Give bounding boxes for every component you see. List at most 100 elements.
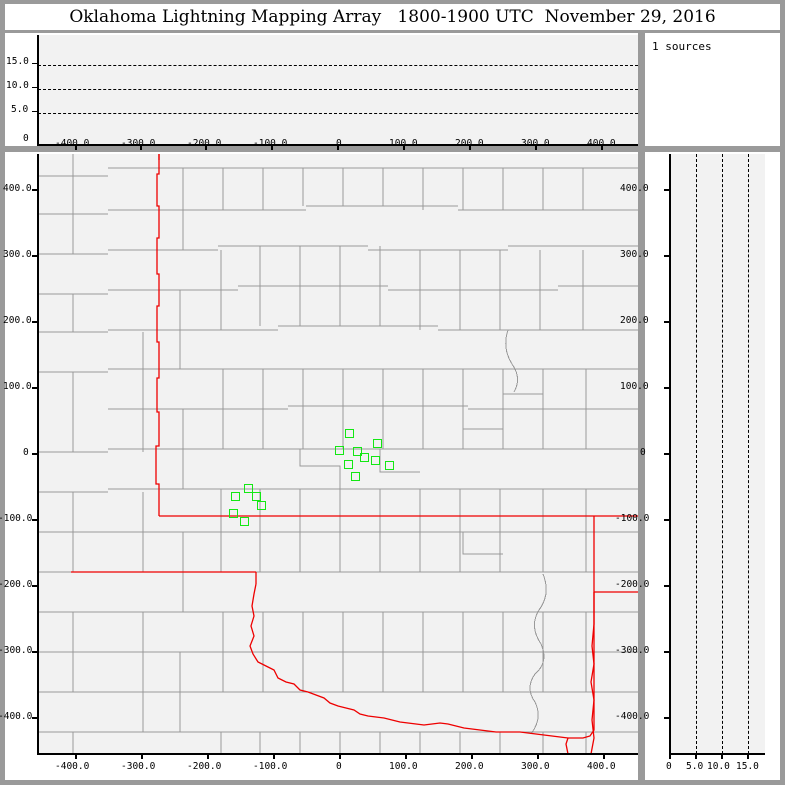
top-xlabel-100: 100.0 (389, 138, 418, 149)
map-ylabel-400: 400.0 (3, 183, 32, 194)
map-xlabel--300: -300.0 (121, 761, 156, 772)
map-xlabel-0: 0 (336, 761, 342, 772)
right-ytick-300 (664, 255, 670, 257)
source-marker[interactable] (240, 517, 249, 526)
source-marker[interactable] (351, 472, 360, 481)
top-xtick-0 (337, 144, 339, 150)
map-x-axis (37, 753, 638, 755)
source-marker[interactable] (385, 461, 394, 470)
map-ytick-400 (32, 189, 38, 191)
map-ylabel--200: -200.0 (0, 579, 33, 590)
map-panel: 400.0 300.0 200.0 100.0 0 -100.0 -200.0 … (0, 152, 638, 780)
top-xlabel-300: 300.0 (521, 138, 550, 149)
top-ylabel-0: 0 (23, 133, 29, 144)
right-ytick--400 (664, 717, 670, 719)
right-ylabel-0: 0 (640, 447, 646, 458)
map-ylabel--100: -100.0 (0, 513, 33, 524)
map-xlabel-100: 100.0 (389, 761, 418, 772)
map-ytick-0 (32, 453, 38, 455)
right-panel-x-axis (669, 753, 765, 755)
map-xtick--200 (207, 753, 209, 759)
source-marker[interactable] (344, 460, 353, 469)
source-marker[interactable] (360, 453, 369, 462)
top-xtick-200 (469, 144, 471, 150)
map-ytick-200 (32, 321, 38, 323)
top-panel-y-axis (37, 35, 39, 145)
top-ytick-15 (32, 110, 38, 112)
right-ytick--300 (664, 651, 670, 653)
map-ylabel--300: -300.0 (0, 645, 33, 656)
right-ylabel--400: -400.0 (615, 711, 650, 722)
map-xlabel--400: -400.0 (55, 761, 90, 772)
map-xlabel-300: 300.0 (521, 761, 550, 772)
top-xlabel-200: 200.0 (455, 138, 484, 149)
map-ytick--200 (32, 585, 38, 587)
right-xtick-10 (721, 753, 723, 759)
top-xlabel--300: -300.0 (121, 138, 156, 149)
right-altitude-panel: 400.0 300.0 200.0 100.0 0 -100.0 -200.0 … (615, 152, 780, 780)
right-ytick-200 (664, 321, 670, 323)
source-marker[interactable] (353, 447, 362, 456)
map-xtick-200 (471, 753, 473, 759)
map-xtick-300 (537, 753, 539, 759)
right-ylabel-100: 100.0 (620, 381, 649, 392)
top-xlabel--200: -200.0 (187, 138, 222, 149)
top-xtick--100 (271, 144, 273, 150)
map-xtick--100 (273, 753, 275, 759)
source-marker[interactable] (231, 492, 240, 501)
sources-count-label: 1 sources (652, 40, 712, 53)
right-xlabel-0: 0 (666, 761, 672, 772)
source-marker[interactable] (252, 492, 261, 501)
right-altitude-plot-area[interactable] (670, 154, 765, 754)
source-marker[interactable] (257, 501, 266, 510)
source-marker[interactable] (244, 484, 253, 493)
map-ylabel-100: 100.0 (3, 381, 32, 392)
source-marker[interactable] (371, 456, 380, 465)
sources-legend-panel: 1 sources (645, 33, 780, 146)
map-ylabel--400: -400.0 (0, 711, 33, 722)
page-title: Oklahoma Lightning Mapping Array 1800-19… (69, 7, 716, 27)
right-ytick-400 (664, 189, 670, 191)
source-marker[interactable] (335, 446, 344, 455)
top-ytick-5 (32, 62, 38, 64)
top-xtick-300 (535, 144, 537, 150)
right-xlabel-10: 10.0 (707, 761, 730, 772)
gridline-5 (38, 113, 638, 114)
map-xtick-400 (603, 753, 605, 759)
top-altitude-panel: 15.0 10.0 5.0 0 (5, 33, 638, 150)
map-xlabel--100: -100.0 (253, 761, 288, 772)
source-marker[interactable] (373, 439, 382, 448)
map-plot-area[interactable] (38, 154, 638, 754)
map-xtick--400 (75, 753, 77, 759)
top-ytick-10 (32, 86, 38, 88)
gridline-15 (748, 154, 749, 754)
map-xtick-0 (339, 753, 341, 759)
map-xlabel-200: 200.0 (455, 761, 484, 772)
map-ytick--300 (32, 651, 38, 653)
top-altitude-plot-area[interactable] (38, 35, 638, 145)
top-xlabel-400: 400.0 (587, 138, 616, 149)
source-marker[interactable] (229, 509, 238, 518)
gridline-5 (696, 154, 697, 754)
right-xlabel-5: 5.0 (686, 761, 704, 772)
right-xlabel-15: 15.0 (736, 761, 759, 772)
right-ylabel--200: -200.0 (615, 579, 650, 590)
source-marker[interactable] (345, 429, 354, 438)
top-xtick--300 (140, 144, 142, 150)
map-ytick--100 (32, 519, 38, 521)
top-xlabel--100: -100.0 (253, 138, 288, 149)
map-ylabel-0: 0 (23, 447, 29, 458)
map-xlabel-400: 400.0 (587, 761, 616, 772)
top-xlabel--400: -400.0 (55, 138, 90, 149)
right-xtick-5 (695, 753, 697, 759)
top-xlabel-0: 0 (336, 138, 342, 149)
right-ylabel-400: 400.0 (620, 183, 649, 194)
top-xtick-100 (403, 144, 405, 150)
gridline-15 (38, 65, 638, 66)
right-ylabel-300: 300.0 (620, 249, 649, 260)
right-ylabel--100: -100.0 (615, 513, 650, 524)
right-xtick-15 (747, 753, 749, 759)
map-ylabel-200: 200.0 (3, 315, 32, 326)
right-ytick-0 (664, 453, 670, 455)
